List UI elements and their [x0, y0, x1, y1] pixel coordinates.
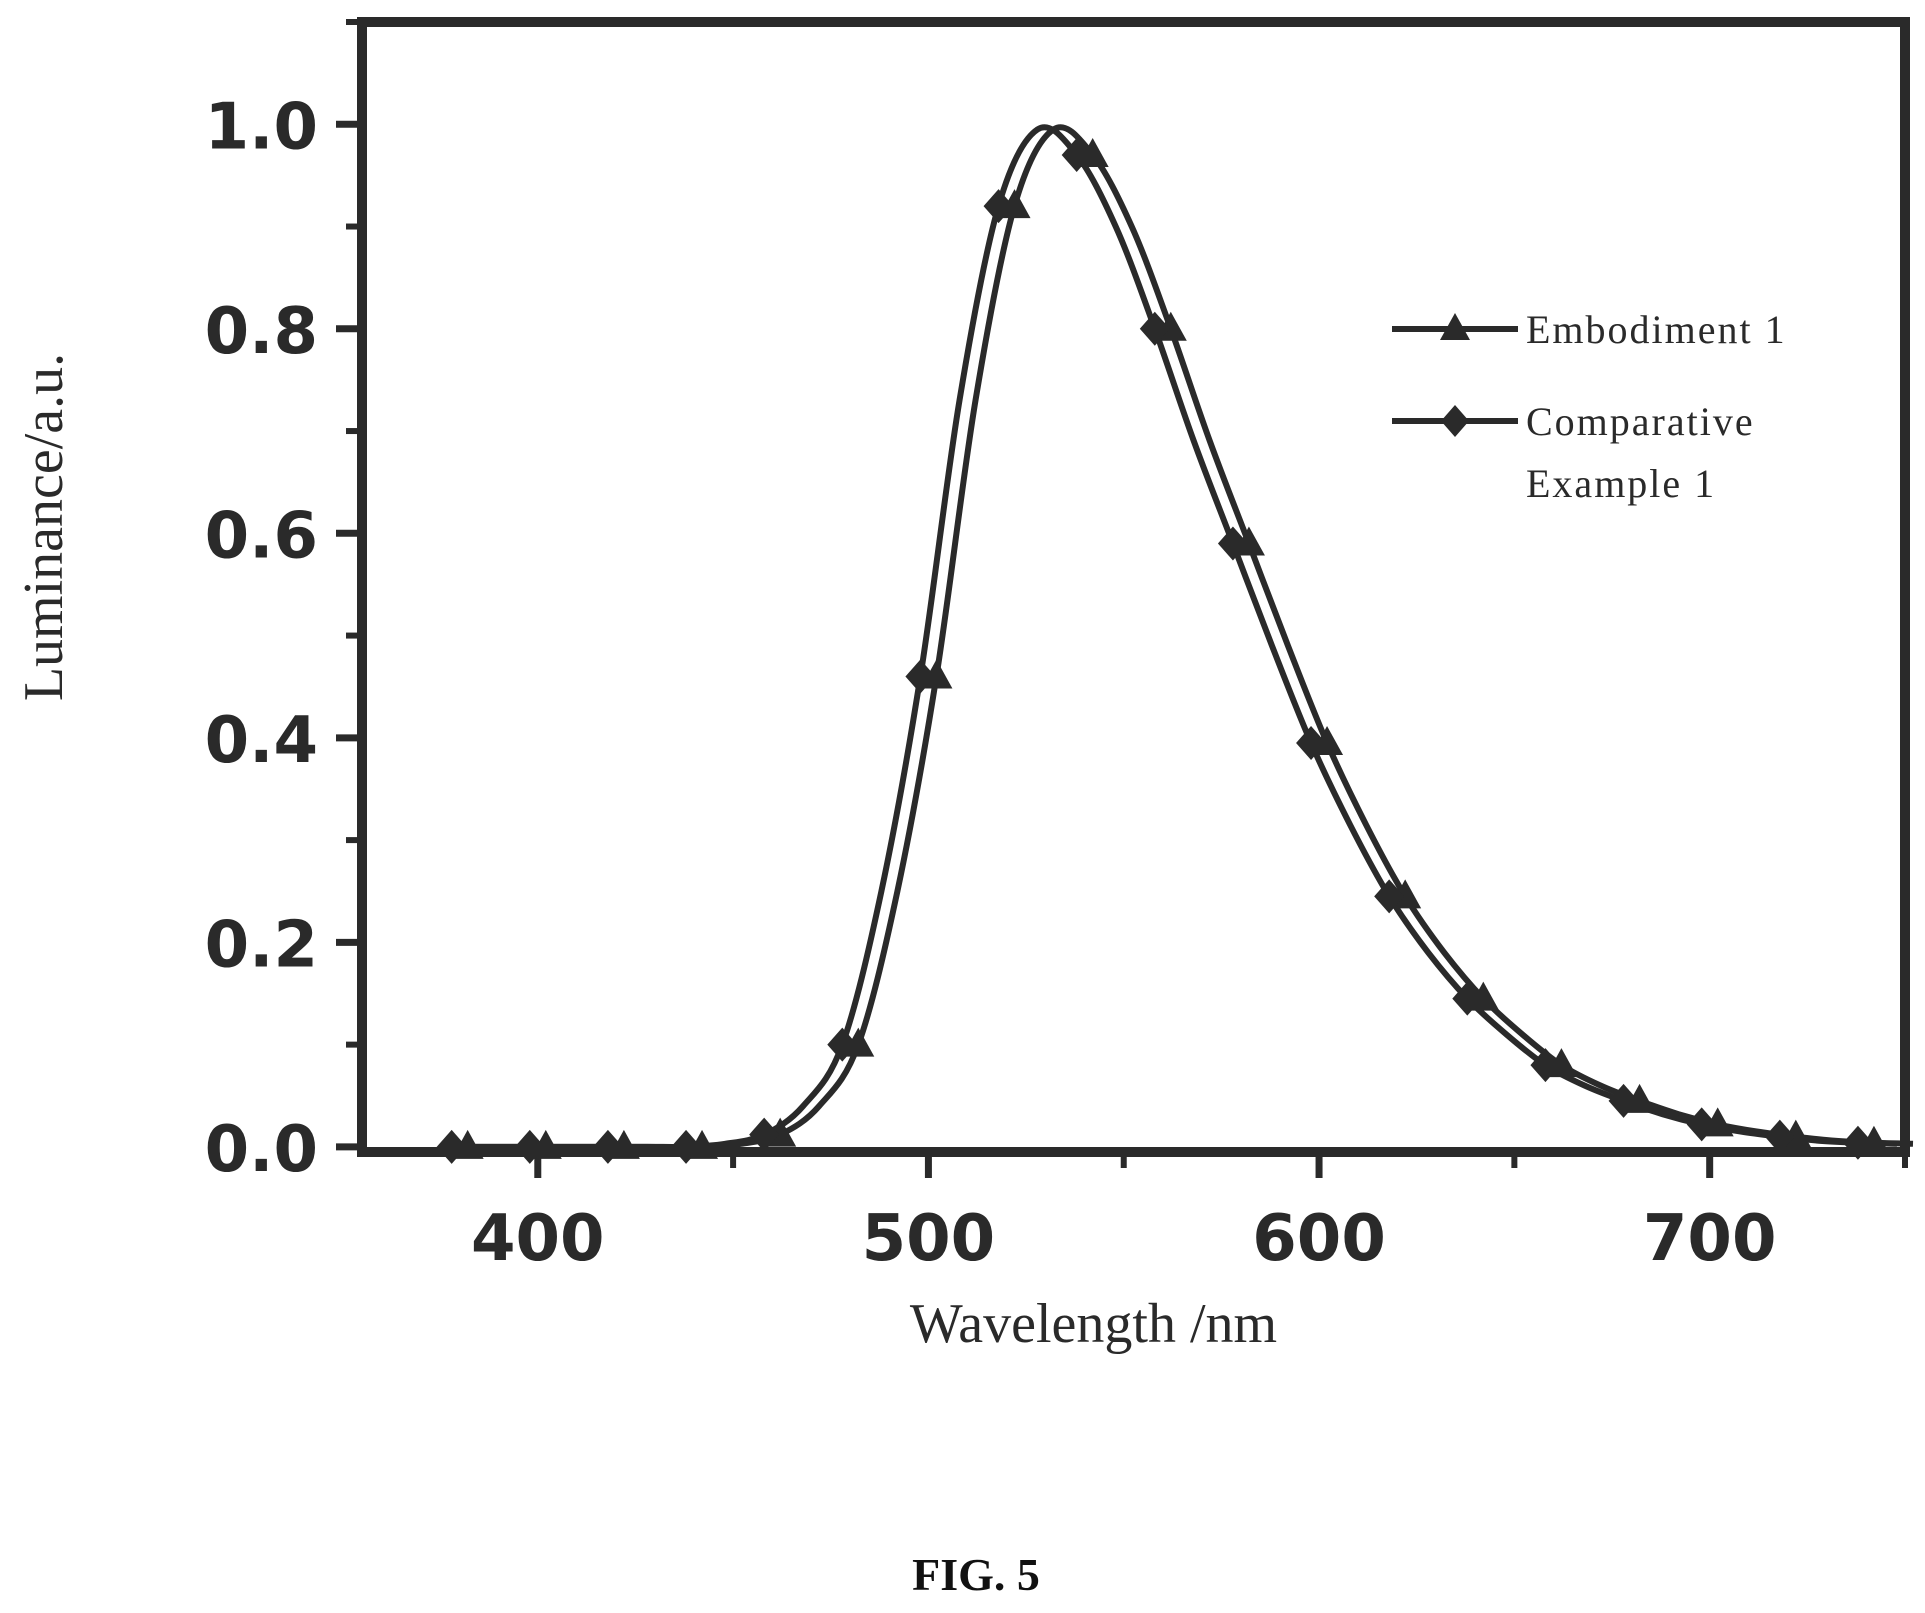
x-tick-label: 400 — [471, 1202, 605, 1276]
data-point-diamond — [1296, 725, 1327, 760]
plot-frame — [357, 17, 1910, 1157]
figure-caption: FIG. 5 — [912, 1549, 1040, 1600]
y-tick-label: 0.6 — [205, 499, 318, 573]
plot-lines — [451, 124, 1914, 1151]
data-point-diamond — [1061, 137, 1092, 172]
data-point-diamond — [827, 1027, 858, 1062]
legend-label: Embodiment 1 — [1526, 307, 1787, 352]
legend-label: Comparative — [1526, 399, 1755, 444]
y-axis-label: Luminance/a.u. — [13, 353, 75, 701]
data-point-diamond — [983, 189, 1014, 224]
x-axis-ticks: 400 500 600 700 — [471, 1152, 1908, 1276]
x-tick-label: 600 — [1252, 1202, 1386, 1276]
data-point-diamond — [1139, 311, 1170, 346]
x-tick-label: 500 — [862, 1202, 996, 1276]
series-line-2 — [451, 124, 1898, 1151]
legend-diamond-icon — [1441, 405, 1469, 437]
data-point-diamond — [905, 659, 936, 694]
y-axis-ticks: 0.0 0.2 0.4 0.6 0.8 1.0 — [205, 19, 362, 1187]
x-axis-label: Wavelength /nm — [910, 1293, 1277, 1355]
data-point-diamond — [1452, 981, 1483, 1016]
data-point-diamond — [1217, 526, 1248, 561]
legend-label: Example 1 — [1526, 461, 1716, 506]
data-point-diamond — [1374, 879, 1405, 914]
data-point-diamond — [1608, 1083, 1639, 1118]
x-tick-label: 700 — [1643, 1202, 1777, 1276]
y-tick-label: 0.4 — [205, 704, 318, 778]
y-tick-label: 0.2 — [205, 908, 318, 982]
y-tick-label: 0.0 — [205, 1113, 318, 1187]
plot-markers — [436, 137, 1890, 1164]
data-point-diamond — [1764, 1119, 1795, 1154]
y-tick-label: 0.8 — [205, 295, 318, 369]
data-point-diamond — [1686, 1107, 1717, 1142]
legend: Embodiment 1 Comparative Example 1 — [1392, 307, 1787, 506]
legend-triangle-icon — [1440, 313, 1470, 340]
data-point-diamond — [1530, 1048, 1561, 1083]
y-tick-label: 1.0 — [205, 90, 318, 164]
series-line-1 — [467, 124, 1914, 1151]
data-point-diamond — [749, 1117, 780, 1152]
